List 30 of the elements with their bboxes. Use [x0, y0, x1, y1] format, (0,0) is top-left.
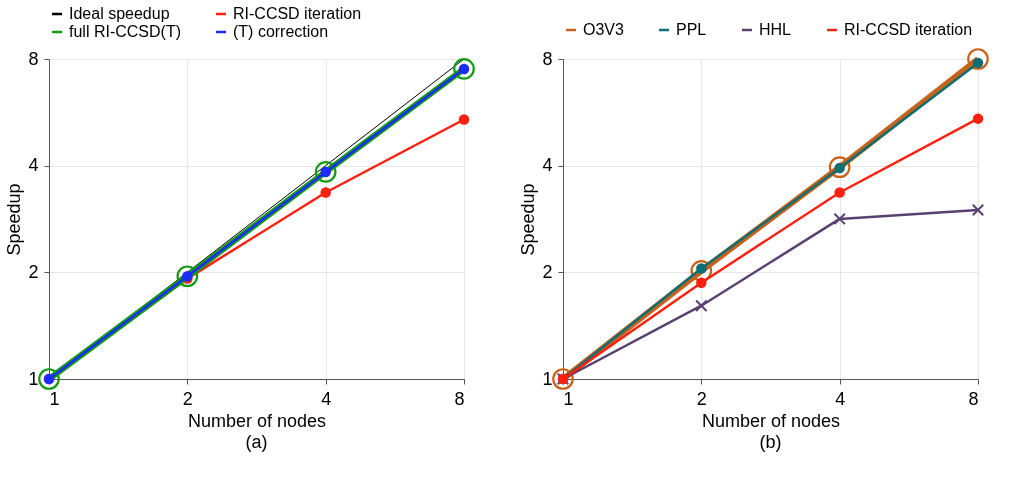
- text: (a): [245, 432, 268, 452]
- y-tick-label: 2: [542, 261, 553, 282]
- x-axis-title: Number of nodes: [187, 410, 327, 431]
- legend-label: full RI-CCSD(T): [69, 23, 181, 40]
- y-tick-label: 8: [542, 48, 553, 69]
- x-tick-label: 4: [321, 388, 332, 409]
- legend-label: Ideal speedup: [69, 5, 170, 22]
- x-tick-label: 8: [968, 388, 979, 409]
- legend-label: O3V3: [583, 21, 625, 38]
- x-tick-label: 8: [454, 388, 465, 409]
- y-axis-title: Speedup: [518, 183, 539, 256]
- y-tick-label: 8: [28, 48, 39, 69]
- x-axis-title: Number of nodes: [701, 410, 841, 431]
- legend-label: PPL: [676, 21, 707, 38]
- y-tick-label: 4: [542, 155, 553, 176]
- legend-label: (T) correction: [233, 23, 329, 40]
- legend-label: RI-CCSD iteration: [233, 5, 362, 22]
- y-tick-label: 1: [542, 368, 553, 389]
- y-tick-label: 1: [28, 368, 39, 389]
- y-axis-title: Speedup: [4, 183, 25, 256]
- legend-label: RI-CCSD iteration: [844, 21, 973, 38]
- y-tick-label: 2: [28, 261, 39, 282]
- x-tick-label: 1: [563, 388, 574, 409]
- x-tick-label: 1: [49, 388, 60, 409]
- x-tick-label: 2: [696, 388, 707, 409]
- x-tick-label: 2: [182, 388, 193, 409]
- text: (b): [759, 432, 782, 452]
- y-tick-label: 4: [28, 155, 39, 176]
- x-tick-label: 4: [835, 388, 846, 409]
- legend-label: HHL: [759, 21, 792, 38]
